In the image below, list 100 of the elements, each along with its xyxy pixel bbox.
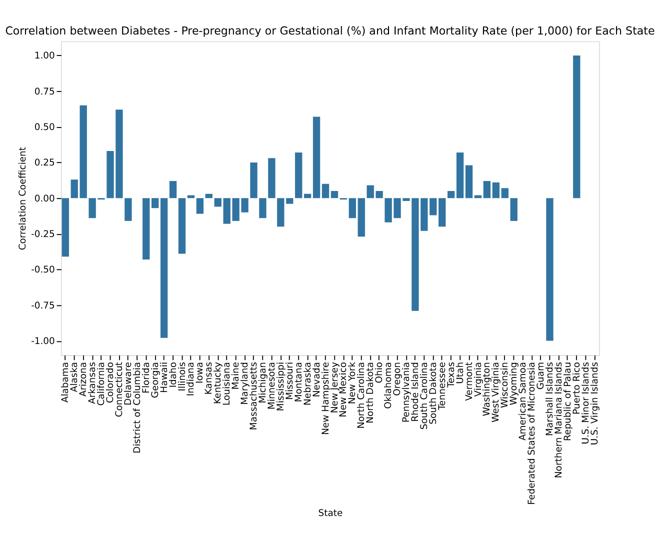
bar bbox=[358, 198, 365, 237]
x-tick-label: Nebraska bbox=[302, 362, 314, 406]
bar bbox=[447, 190, 455, 198]
x-tick-label: Arkansas bbox=[87, 362, 98, 404]
y-tick-label: -0.50 bbox=[31, 264, 56, 276]
bar bbox=[259, 198, 266, 218]
y-tick-label: 0.00 bbox=[34, 193, 56, 204]
x-tick-label: Puerto Rico bbox=[571, 362, 582, 415]
bar bbox=[330, 190, 338, 198]
x-tick-label: Georgia bbox=[150, 362, 161, 398]
y-tick-label: 0.75 bbox=[34, 86, 56, 98]
x-tick-label: South Carolina bbox=[418, 362, 430, 430]
x-tick-label: Missouri bbox=[284, 362, 296, 400]
x-tick-label: Kentucky bbox=[212, 361, 224, 404]
x-tick-label: Nevada bbox=[311, 362, 322, 398]
bar bbox=[295, 152, 302, 198]
x-tick-label: Illinois bbox=[176, 362, 188, 392]
x-tick-label: Minnesota bbox=[266, 362, 278, 410]
x-tick-label: Mississippi bbox=[275, 362, 286, 412]
bar bbox=[178, 198, 186, 254]
y-tick-label: 0.25 bbox=[34, 158, 56, 169]
x-tick-label: Wisconsin bbox=[500, 362, 511, 408]
x-tick-label: Maine bbox=[230, 362, 242, 390]
x-tick-label: Federated States of Micronesia bbox=[526, 362, 538, 505]
x-axis-title: State bbox=[318, 508, 343, 520]
bar bbox=[214, 198, 222, 207]
x-tick-label: Republic of Palau bbox=[562, 362, 574, 441]
y-axis-title: Correlation Coefficient bbox=[18, 146, 28, 250]
y-tick-label: 0.50 bbox=[34, 122, 56, 134]
x-tick-label: Ohio bbox=[374, 362, 386, 384]
x-tick-label: American Samoa bbox=[518, 362, 529, 441]
x-tick-label: West Virginia bbox=[490, 362, 502, 422]
x-tick-label: Wyoming bbox=[508, 362, 520, 406]
bar bbox=[456, 152, 464, 198]
x-tick-label: Marshall Islands bbox=[544, 362, 556, 436]
bar bbox=[304, 194, 312, 198]
x-tick-label: New York bbox=[347, 361, 358, 404]
bar bbox=[152, 198, 159, 208]
x-tick-label: California bbox=[96, 362, 108, 406]
x-tick-label: Oklahoma bbox=[383, 362, 394, 409]
y-tick-label: 1.00 bbox=[34, 50, 56, 62]
bar bbox=[438, 198, 446, 227]
x-tick-label: New Mexico bbox=[338, 362, 350, 418]
x-tick-label: New Jersey bbox=[329, 361, 340, 414]
x-tick-label: Hawaii bbox=[158, 362, 170, 393]
y-tick-label: -0.25 bbox=[31, 229, 56, 240]
bar bbox=[546, 198, 554, 341]
bar bbox=[142, 198, 150, 260]
x-tick-label: Iowa bbox=[194, 362, 206, 384]
x-tick-label: New Hampshire bbox=[320, 362, 332, 435]
x-tick-label: Northern Mariana Islands bbox=[553, 362, 564, 478]
x-tick-label: Delaware bbox=[122, 362, 134, 406]
chart-title: Correlation between Diabetes - Pre-pregnancy or Gestational (%) and Infant Mortality Rate (per 1,000) for Each State bbox=[5, 24, 656, 38]
x-tick-label: Oregon bbox=[392, 362, 404, 396]
x-tick-label: Utah bbox=[454, 362, 466, 384]
x-tick-label: Indiana bbox=[186, 362, 197, 396]
x-tick-label: Colorado bbox=[105, 362, 116, 404]
y-tick-label: -1.00 bbox=[31, 336, 56, 348]
bar bbox=[510, 198, 518, 221]
x-tick-label: Arizona bbox=[78, 362, 90, 397]
x-tick-label: Vermont bbox=[464, 362, 475, 401]
x-tick-label: Alabama bbox=[60, 362, 72, 403]
bar bbox=[169, 180, 177, 198]
bar bbox=[124, 198, 132, 221]
x-tick-label: South Dakota bbox=[428, 362, 439, 424]
x-tick-label: Montana bbox=[293, 362, 304, 402]
x-tick-label: U.S. Minor Islands bbox=[580, 362, 592, 444]
bar bbox=[250, 162, 258, 198]
x-tick-label: Kansas bbox=[204, 362, 215, 395]
bar bbox=[205, 194, 213, 198]
x-tick-label: North Carolina bbox=[356, 362, 368, 429]
x-tick-label: Pennsylvania bbox=[401, 362, 412, 423]
x-tick-label: North Dakota bbox=[365, 362, 376, 424]
x-tick-label: Texas bbox=[446, 362, 457, 388]
bar bbox=[80, 105, 87, 198]
y-tick-label: -0.75 bbox=[31, 300, 56, 312]
x-tick-label: Maryland bbox=[240, 362, 251, 405]
bar bbox=[312, 116, 320, 198]
x-tick-label: Florida bbox=[140, 362, 152, 394]
bar bbox=[196, 198, 204, 214]
bar bbox=[492, 182, 500, 198]
x-tick-label: Michigan bbox=[258, 362, 268, 404]
bar bbox=[70, 180, 78, 198]
x-tick-label: Alaska bbox=[69, 362, 80, 392]
x-tick-label: U.S. Virgin Islands bbox=[589, 362, 600, 446]
x-tick-label: Washington bbox=[482, 362, 493, 416]
x-tick-label: Virginia bbox=[472, 362, 484, 397]
x-tick-label: Connecticut bbox=[114, 362, 125, 418]
x-tick-label: Guam bbox=[536, 362, 547, 390]
bar bbox=[268, 158, 276, 198]
bar bbox=[62, 198, 69, 257]
x-tick-label: Idaho bbox=[168, 362, 179, 388]
x-tick-label: Tennessee bbox=[436, 362, 448, 412]
x-tick-label: Massachusetts bbox=[248, 362, 260, 430]
bar bbox=[501, 188, 508, 198]
x-tick-label: Rhode Island bbox=[410, 362, 421, 422]
bar bbox=[573, 55, 580, 198]
x-tick-label: District of Columbia bbox=[132, 362, 143, 454]
bar bbox=[322, 184, 330, 198]
x-tick-label: Louisiana bbox=[222, 362, 233, 406]
